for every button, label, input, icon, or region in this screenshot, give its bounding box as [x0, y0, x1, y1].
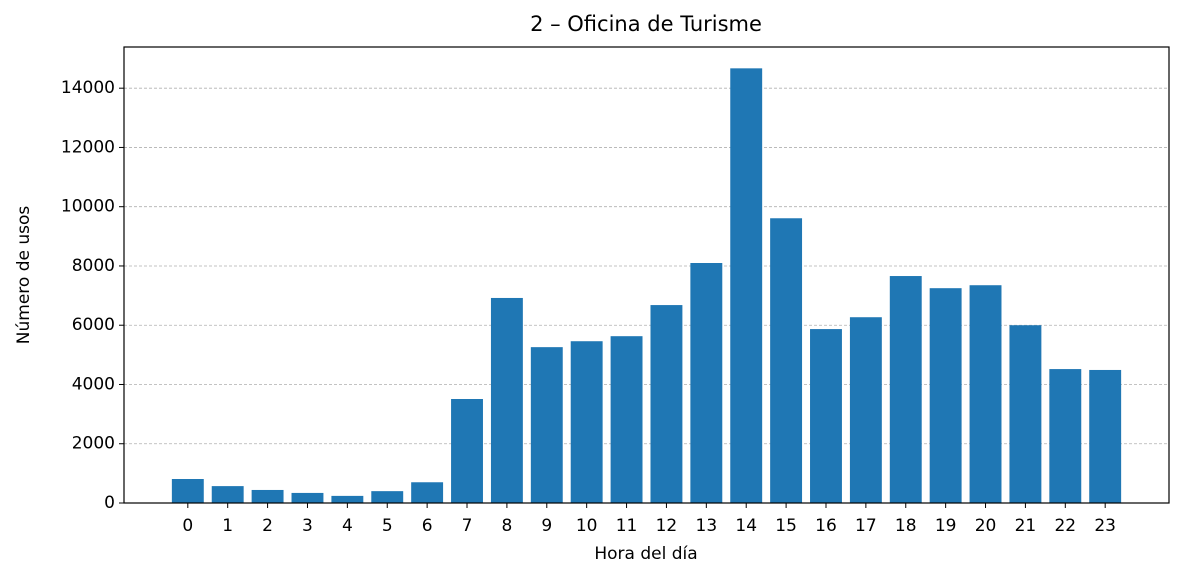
x-tick-label: 17: [855, 516, 877, 536]
x-tick-label: 0: [182, 516, 193, 536]
y-tick-label: 12000: [61, 137, 115, 157]
bar: [251, 489, 284, 503]
x-tick-label: 5: [382, 516, 393, 536]
x-tick-label: 12: [656, 516, 678, 536]
bar: [969, 285, 1002, 503]
y-tick-label: 6000: [72, 315, 115, 335]
bar: [411, 482, 444, 503]
x-tick-label: 11: [616, 516, 638, 536]
bar: [650, 305, 683, 503]
chart-title: 2 – Oficina de Turisme: [530, 12, 762, 36]
bar: [610, 336, 643, 503]
bar: [770, 218, 803, 503]
y-tick-label: 8000: [72, 256, 115, 276]
bar: [1009, 325, 1042, 503]
x-tick-label: 22: [1054, 516, 1076, 536]
bar: [1049, 369, 1082, 503]
x-tick-label: 20: [975, 516, 997, 536]
y-tick-label: 4000: [72, 374, 115, 394]
x-tick-label: 23: [1094, 516, 1116, 536]
y-tick-label: 2000: [72, 434, 115, 454]
bar: [171, 479, 204, 503]
y-tick-label: 14000: [61, 78, 115, 98]
y-tick-label: 10000: [61, 197, 115, 217]
bar: [929, 288, 962, 503]
bar: [490, 297, 523, 503]
x-tick-label: 6: [422, 516, 433, 536]
x-tick-label: 13: [696, 516, 718, 536]
x-tick-label: 7: [462, 516, 473, 536]
bar: [211, 486, 244, 503]
y-tick-label: 0: [104, 493, 115, 513]
x-tick-label: 15: [775, 516, 797, 536]
bar: [371, 491, 404, 503]
x-tick-label: 9: [541, 516, 552, 536]
x-tick-label: 21: [1015, 516, 1037, 536]
bar: [849, 317, 882, 503]
x-tick-label: 2: [262, 516, 273, 536]
bar: [810, 329, 842, 503]
bar: [291, 492, 324, 503]
x-tick-label: 18: [895, 516, 917, 536]
plot-frame: [123, 46, 1170, 504]
x-tick-label: 10: [576, 516, 598, 536]
x-axis-label: Hora del día: [594, 544, 697, 564]
bar: [730, 68, 763, 503]
bar: [451, 399, 483, 503]
y-axis-label: Número de usos: [14, 206, 34, 345]
x-tick-label: 1: [222, 516, 233, 536]
bar: [530, 347, 563, 503]
x-tick-label: 8: [501, 516, 512, 536]
x-tick-label: 19: [935, 516, 957, 536]
bar: [690, 263, 723, 503]
x-tick-label: 3: [302, 516, 313, 536]
x-tick-label: 16: [815, 516, 837, 536]
x-tick-label: 14: [735, 516, 757, 536]
x-tick-label: 4: [342, 516, 353, 536]
bar: [331, 495, 364, 503]
bar: [1089, 369, 1122, 503]
bar: [570, 341, 603, 503]
bar: [889, 276, 922, 503]
